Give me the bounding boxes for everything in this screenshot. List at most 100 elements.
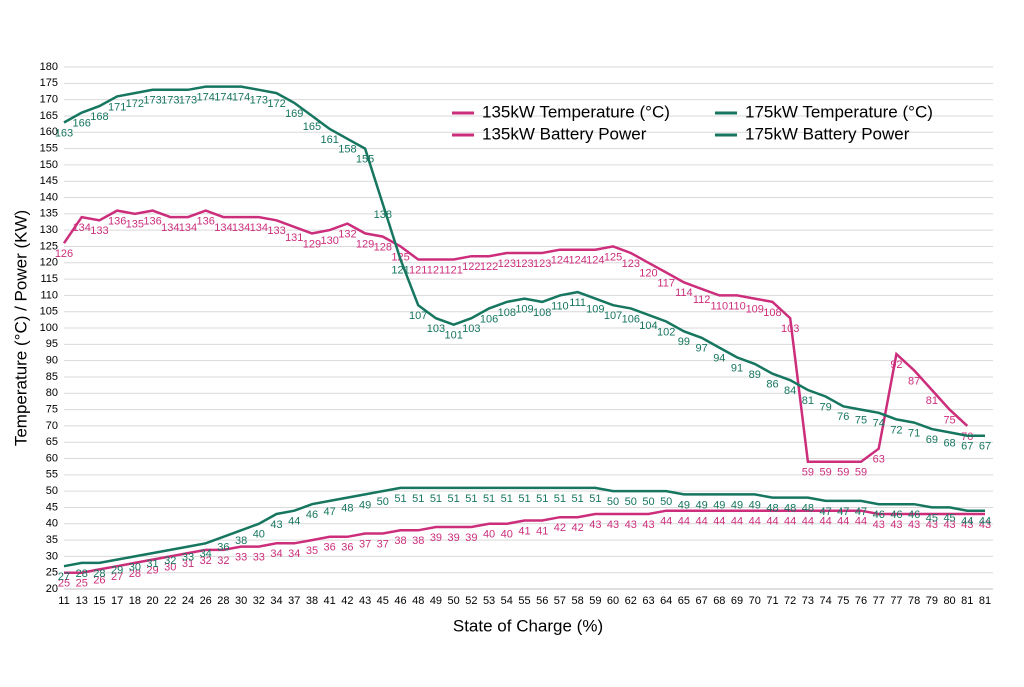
x-tick-label: 71	[766, 595, 778, 607]
data-label: 29	[146, 565, 158, 577]
x-tick-label: 64	[660, 595, 672, 607]
data-label: 47	[819, 506, 831, 518]
data-label: 161	[320, 134, 338, 146]
x-tick-label: 70	[749, 595, 761, 607]
data-label: 44	[961, 516, 973, 528]
x-tick-label: 58	[572, 595, 584, 607]
y-tick-label: 125	[40, 240, 58, 252]
data-label: 35	[306, 545, 318, 557]
data-label: 172	[126, 98, 144, 110]
data-label: 123	[533, 258, 551, 270]
data-label: 32	[200, 555, 212, 567]
y-tick-label: 170	[40, 94, 58, 106]
data-label: 123	[498, 258, 516, 270]
x-tick-label: 68	[713, 595, 725, 607]
data-label: 32	[164, 555, 176, 567]
x-tick-label: 62	[625, 595, 637, 607]
x-tick-label: 55	[518, 595, 530, 607]
data-label: 28	[93, 568, 105, 580]
y-tick-label: 120	[40, 257, 58, 269]
data-label: 59	[855, 467, 867, 479]
x-tick-label: 18	[129, 595, 141, 607]
data-label: 43	[890, 519, 902, 531]
data-label: 124	[586, 255, 604, 267]
data-label: 121	[391, 264, 409, 276]
x-tick-label: 17	[111, 595, 123, 607]
data-label: 166	[73, 118, 91, 130]
data-label: 122	[462, 261, 480, 273]
data-label: 104	[639, 320, 657, 332]
data-label: 30	[164, 561, 176, 573]
data-label: 32	[217, 555, 229, 567]
x-tick-label: 75	[837, 595, 849, 607]
data-label: 63	[873, 454, 885, 466]
data-label: 74	[873, 418, 885, 430]
data-label: 34	[200, 548, 212, 560]
y-tick-label: 140	[40, 191, 58, 203]
data-label: 46	[890, 509, 902, 521]
y-tick-label: 160	[40, 126, 58, 138]
data-label: 40	[501, 529, 513, 541]
data-label: 45	[926, 512, 938, 524]
data-label: 103	[781, 323, 799, 335]
y-tick-label: 20	[46, 583, 58, 595]
y-tick-label: 135	[40, 208, 58, 220]
data-label: 38	[394, 535, 406, 547]
y-tick-label: 175	[40, 77, 58, 89]
data-label: 131	[285, 232, 303, 244]
data-label: 44	[766, 516, 778, 528]
data-label: 36	[341, 542, 353, 554]
data-label: 111	[569, 297, 586, 309]
data-label: 136	[197, 215, 215, 227]
data-label: 34	[270, 548, 282, 560]
data-label: 114	[675, 287, 693, 299]
data-label: 51	[394, 493, 406, 505]
data-label: 134	[161, 222, 179, 234]
x-tick-label: 63	[642, 595, 654, 607]
y-tick-label: 80	[46, 387, 58, 399]
data-label: 67	[961, 441, 973, 453]
data-label: 117	[657, 277, 675, 289]
data-label: 75	[943, 414, 955, 426]
y-tick-label: 130	[40, 224, 58, 236]
data-label: 103	[462, 323, 480, 335]
line	[63, 486, 985, 568]
line	[62, 209, 969, 464]
data-label: 51	[536, 493, 548, 505]
y-tick-label: 25	[46, 567, 58, 579]
data-label: 45	[943, 512, 955, 524]
data-label: 48	[802, 503, 814, 515]
data-label: 43	[607, 519, 619, 531]
data-label: 173	[179, 95, 197, 107]
data-label: 41	[518, 525, 530, 537]
data-label: 132	[338, 229, 356, 241]
data-label: 49	[359, 499, 371, 511]
legend-label: 135kW Battery Power	[482, 124, 647, 143]
data-label: 158	[338, 144, 356, 156]
data-label: 46	[873, 509, 885, 521]
data-label: 123	[515, 258, 533, 270]
data-label: 108	[763, 307, 781, 319]
series: 25 25 26 27 28 29 30 31 32 32 33 33 34 34 35 36 36 37 37 38…	[58, 509, 991, 590]
data-label: 48	[784, 503, 796, 515]
data-label: 26	[93, 574, 105, 586]
data-label: 68	[943, 437, 955, 449]
data-label: 43	[961, 519, 973, 531]
data-label: 43	[979, 519, 991, 531]
data-label: 107	[604, 310, 622, 322]
data-label: 47	[837, 506, 849, 518]
y-tick-label: 115	[40, 273, 58, 285]
y-tick-label: 55	[46, 469, 58, 481]
data-label: 84	[784, 385, 796, 397]
data-label: 71	[908, 428, 920, 440]
data-label: 123	[622, 258, 640, 270]
data-label: 43	[625, 519, 637, 531]
x-tick-label: 43	[359, 595, 371, 607]
data-label: 49	[749, 499, 761, 511]
data-label: 47	[855, 506, 867, 518]
data-label: 168	[90, 111, 108, 123]
x-tick-label: 34	[270, 595, 282, 607]
y-tick-label: 75	[46, 403, 58, 415]
